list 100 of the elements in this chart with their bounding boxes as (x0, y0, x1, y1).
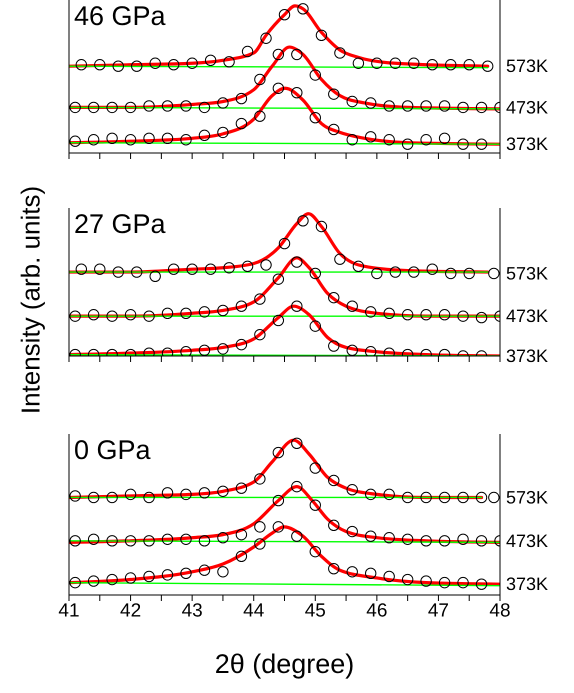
series-label: 573K (506, 263, 548, 284)
point (217, 304, 229, 316)
point (328, 562, 340, 574)
point (346, 344, 358, 356)
series-label: 473K (506, 530, 548, 551)
point (236, 528, 248, 540)
x-axis-title: 2θ (degree) (214, 649, 354, 679)
point (143, 535, 155, 547)
point (402, 309, 414, 320)
point (438, 576, 450, 588)
point (438, 492, 450, 504)
point (426, 59, 438, 70)
point (272, 273, 284, 285)
point (242, 260, 254, 272)
point (420, 134, 432, 146)
point (464, 268, 475, 280)
point (482, 60, 494, 72)
point (223, 262, 235, 274)
point (272, 48, 284, 60)
point (254, 328, 266, 340)
point (76, 263, 88, 275)
point (260, 259, 272, 271)
point (346, 484, 358, 496)
point (124, 488, 136, 500)
point (420, 100, 432, 112)
point (198, 306, 210, 318)
point (106, 574, 118, 586)
x-tick-label: 45 (304, 600, 326, 622)
point (223, 56, 235, 68)
x-tick-label: 44 (243, 600, 265, 622)
point (204, 263, 216, 275)
point (402, 100, 414, 112)
point (198, 535, 210, 547)
point (186, 263, 198, 275)
point (254, 538, 266, 550)
point (365, 488, 376, 500)
point (457, 102, 469, 114)
point (168, 263, 180, 275)
point (204, 54, 216, 66)
point (186, 58, 198, 69)
point (371, 268, 383, 280)
chart-title: 27 GPa (74, 209, 166, 239)
point (143, 492, 155, 504)
point (180, 488, 192, 500)
point (143, 310, 155, 322)
point (254, 293, 266, 305)
point (310, 112, 321, 124)
point (94, 59, 106, 70)
point (316, 30, 328, 42)
point (180, 134, 192, 146)
point (106, 310, 118, 322)
point (198, 487, 210, 499)
point (457, 492, 469, 504)
series-label: 573K (506, 56, 548, 76)
point (291, 438, 303, 449)
point (328, 340, 340, 352)
point (365, 97, 376, 109)
point (106, 102, 118, 114)
point (131, 266, 142, 278)
point (69, 576, 81, 588)
point (106, 492, 118, 504)
point (236, 338, 248, 350)
point (254, 110, 266, 122)
x-tick-label: 48 (489, 600, 511, 622)
point (476, 138, 488, 150)
series-label: 373K (506, 574, 548, 594)
point (420, 575, 432, 587)
point (365, 568, 376, 580)
point (236, 300, 248, 312)
point (328, 124, 340, 136)
point (346, 300, 358, 312)
point (88, 102, 100, 114)
point (162, 569, 174, 581)
point (383, 100, 395, 112)
point (69, 136, 81, 147)
point (198, 564, 210, 576)
point (334, 254, 346, 265)
point (445, 268, 456, 280)
point (310, 320, 321, 332)
point (88, 575, 100, 587)
series-label: 373K (506, 134, 548, 154)
point (106, 132, 118, 144)
point (254, 521, 266, 533)
point (328, 474, 340, 486)
point (328, 292, 340, 304)
point (236, 482, 248, 494)
point (124, 572, 136, 584)
series-label: 473K (506, 306, 548, 326)
point (106, 535, 118, 547)
point (352, 260, 364, 272)
point (69, 535, 81, 547)
point (420, 309, 432, 320)
point (291, 256, 303, 268)
point (390, 58, 402, 69)
y-axis-title: Intensity (arb. units) (16, 186, 46, 414)
point (310, 268, 321, 280)
point (365, 346, 376, 356)
point (408, 266, 420, 278)
point (371, 58, 383, 69)
point (438, 535, 450, 547)
